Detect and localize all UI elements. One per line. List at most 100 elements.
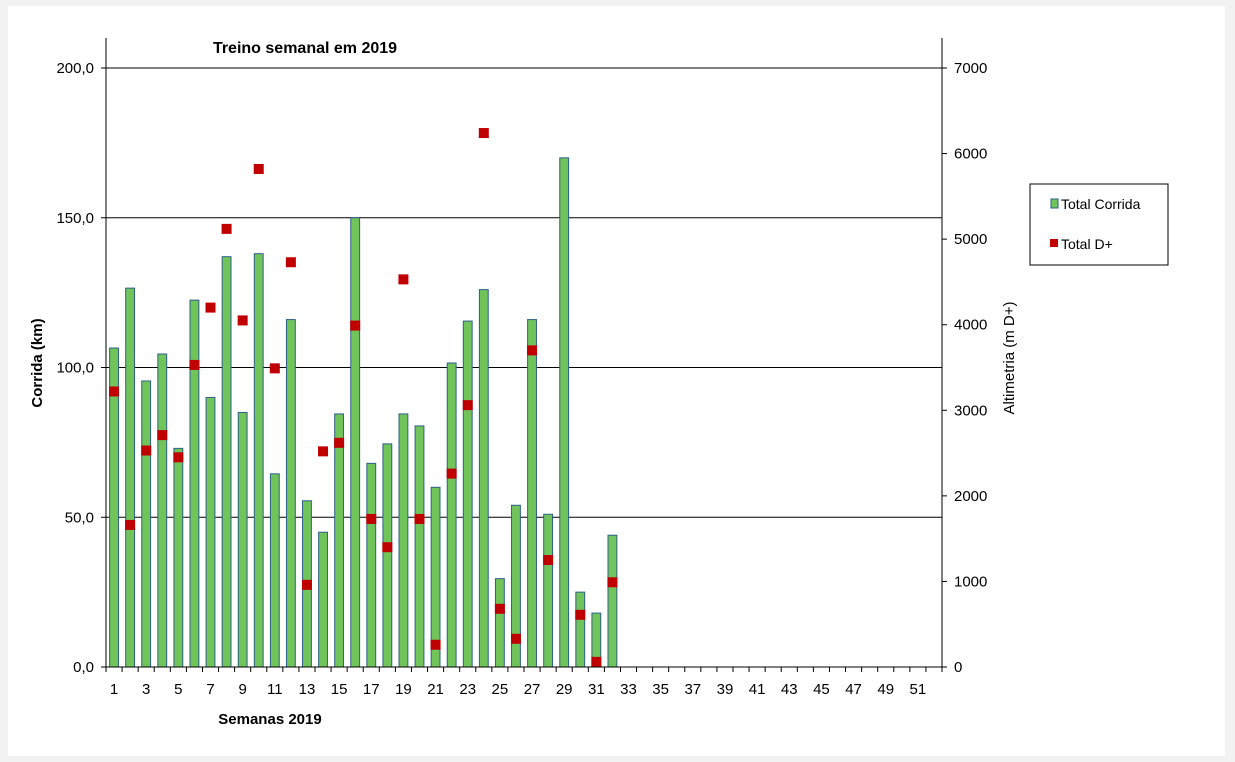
y2-axis-label: Altimetria (m D+) [1001, 302, 1018, 415]
bar-total-corrida [237, 411, 248, 668]
marker-total-d-plus [382, 542, 393, 553]
marker-total-d-plus [157, 430, 168, 441]
marker-total-d-plus [205, 302, 216, 313]
x-tick-label: 39 [717, 681, 734, 698]
y2-tick-label: 2000 [954, 488, 987, 505]
bar-total-corrida [157, 353, 168, 668]
x-tick-label: 51 [910, 681, 927, 698]
x-tick-label: 3 [142, 681, 150, 698]
marker-total-d-plus [494, 603, 505, 614]
marker-total-d-plus [109, 386, 120, 397]
y2-tick-label: 6000 [954, 146, 987, 163]
bar-total-corrida [350, 217, 361, 668]
marker-total-d-plus [575, 609, 586, 620]
chart-frame: 0,0 50,0 100,0 150,0 200,0 0 1000 2000 3000 4000 5… [8, 6, 1225, 756]
x-tick-label: 17 [363, 681, 380, 698]
marker-total-d-plus [591, 656, 602, 667]
x-tick-label: 21 [427, 681, 444, 698]
marker-total-d-plus [125, 519, 136, 530]
y2-tick-label: 4000 [954, 317, 987, 334]
y2-tick-label: 1000 [954, 573, 987, 590]
x-tick-label: 1 [110, 681, 118, 698]
x-tick-label: 5 [174, 681, 182, 698]
marker-total-d-plus [237, 315, 248, 326]
bar-total-corrida [462, 320, 473, 668]
x-tick-label: 9 [238, 681, 246, 698]
bar-total-corrida [494, 578, 505, 668]
legend-label-total-d-plus: Total D+ [1061, 236, 1113, 252]
bar-total-corrida [221, 256, 232, 668]
bar-total-corrida [205, 396, 216, 668]
marker-total-d-plus [221, 223, 232, 234]
marker-total-d-plus [301, 579, 312, 590]
bar-total-corrida [285, 319, 296, 668]
bar-total-corrida [269, 473, 280, 668]
bar-total-corrida [382, 443, 393, 668]
bar-total-corrida [334, 413, 345, 668]
y-tick-label: 150,0 [56, 210, 94, 227]
bar-total-corrida [125, 287, 136, 668]
chart-svg: 0,0 50,0 100,0 150,0 200,0 0 1000 2000 3000 4000 5… [29, 38, 1169, 728]
bar-total-corrida [575, 591, 586, 668]
marker-total-d-plus [173, 452, 184, 463]
marker-total-d-plus [189, 359, 200, 370]
y2-tick-label: 0 [954, 659, 962, 676]
marker-total-d-plus [510, 633, 521, 644]
bar-total-corrida [366, 462, 377, 668]
bar-total-corrida [543, 513, 554, 668]
marker-total-d-plus [366, 513, 377, 524]
bar-total-corrida [607, 534, 618, 668]
marker-total-d-plus [543, 555, 554, 566]
marker-total-d-plus [398, 274, 409, 285]
x-tick-label: 43 [781, 681, 798, 698]
y-tick-label: 50,0 [65, 509, 94, 526]
marker-total-d-plus [318, 446, 329, 457]
bar-total-corrida [398, 413, 409, 668]
x-tick-label: 33 [620, 681, 637, 698]
bars-layer [109, 157, 618, 668]
bar-total-corrida [318, 531, 328, 668]
bar-total-corrida [189, 299, 200, 668]
x-axis-label: Semanas 2019 [218, 711, 321, 728]
bar-total-corrida [141, 380, 152, 668]
marker-total-d-plus [350, 320, 361, 331]
legend-swatch-total-corrida [1050, 198, 1059, 209]
marker-total-d-plus [527, 345, 538, 356]
x-tick-label: 13 [299, 681, 316, 698]
legend-label-total-corrida: Total Corrida [1061, 196, 1141, 212]
legend-box [1029, 183, 1169, 266]
marker-total-d-plus [414, 513, 425, 524]
marker-total-d-plus [269, 363, 280, 374]
labels-layer: 0,0 50,0 100,0 150,0 200,0 0 1000 2000 3000 4000 5… [56, 60, 987, 698]
x-tick-label: 35 [652, 681, 669, 698]
grid-layer [106, 67, 942, 518]
marker-total-d-plus [334, 437, 345, 448]
y-axis-label: Corrida (km) [29, 318, 46, 407]
x-tick-label: 37 [684, 681, 701, 698]
marker-total-d-plus [446, 468, 457, 479]
chart-title: Treino semanal em 2019 [213, 40, 397, 57]
x-tick-label: 15 [331, 681, 348, 698]
x-tick-label: 19 [395, 681, 412, 698]
marker-total-d-plus [462, 400, 473, 411]
bar-total-corrida [173, 447, 184, 668]
bar-total-corrida [527, 319, 537, 668]
bar-total-corrida [478, 289, 489, 668]
x-tick-label: 23 [459, 681, 476, 698]
marker-total-d-plus [478, 128, 489, 139]
x-tick-label: 45 [813, 681, 830, 698]
x-tick-label: 29 [556, 681, 573, 698]
markers-layer [109, 128, 618, 667]
bar-total-corrida [253, 253, 264, 668]
bar-total-corrida [414, 425, 425, 668]
x-tick-label: 49 [877, 681, 894, 698]
marker-total-d-plus [141, 445, 152, 456]
legend-swatch-total-d-plus [1050, 239, 1058, 247]
marker-total-d-plus [285, 257, 296, 268]
y-tick-label: 100,0 [56, 360, 94, 377]
y2-tick-label: 3000 [954, 402, 987, 419]
x-tick-label: 31 [588, 681, 605, 698]
x-tick-label: 7 [206, 681, 214, 698]
x-tick-label: 47 [845, 681, 862, 698]
marker-total-d-plus [430, 639, 441, 650]
